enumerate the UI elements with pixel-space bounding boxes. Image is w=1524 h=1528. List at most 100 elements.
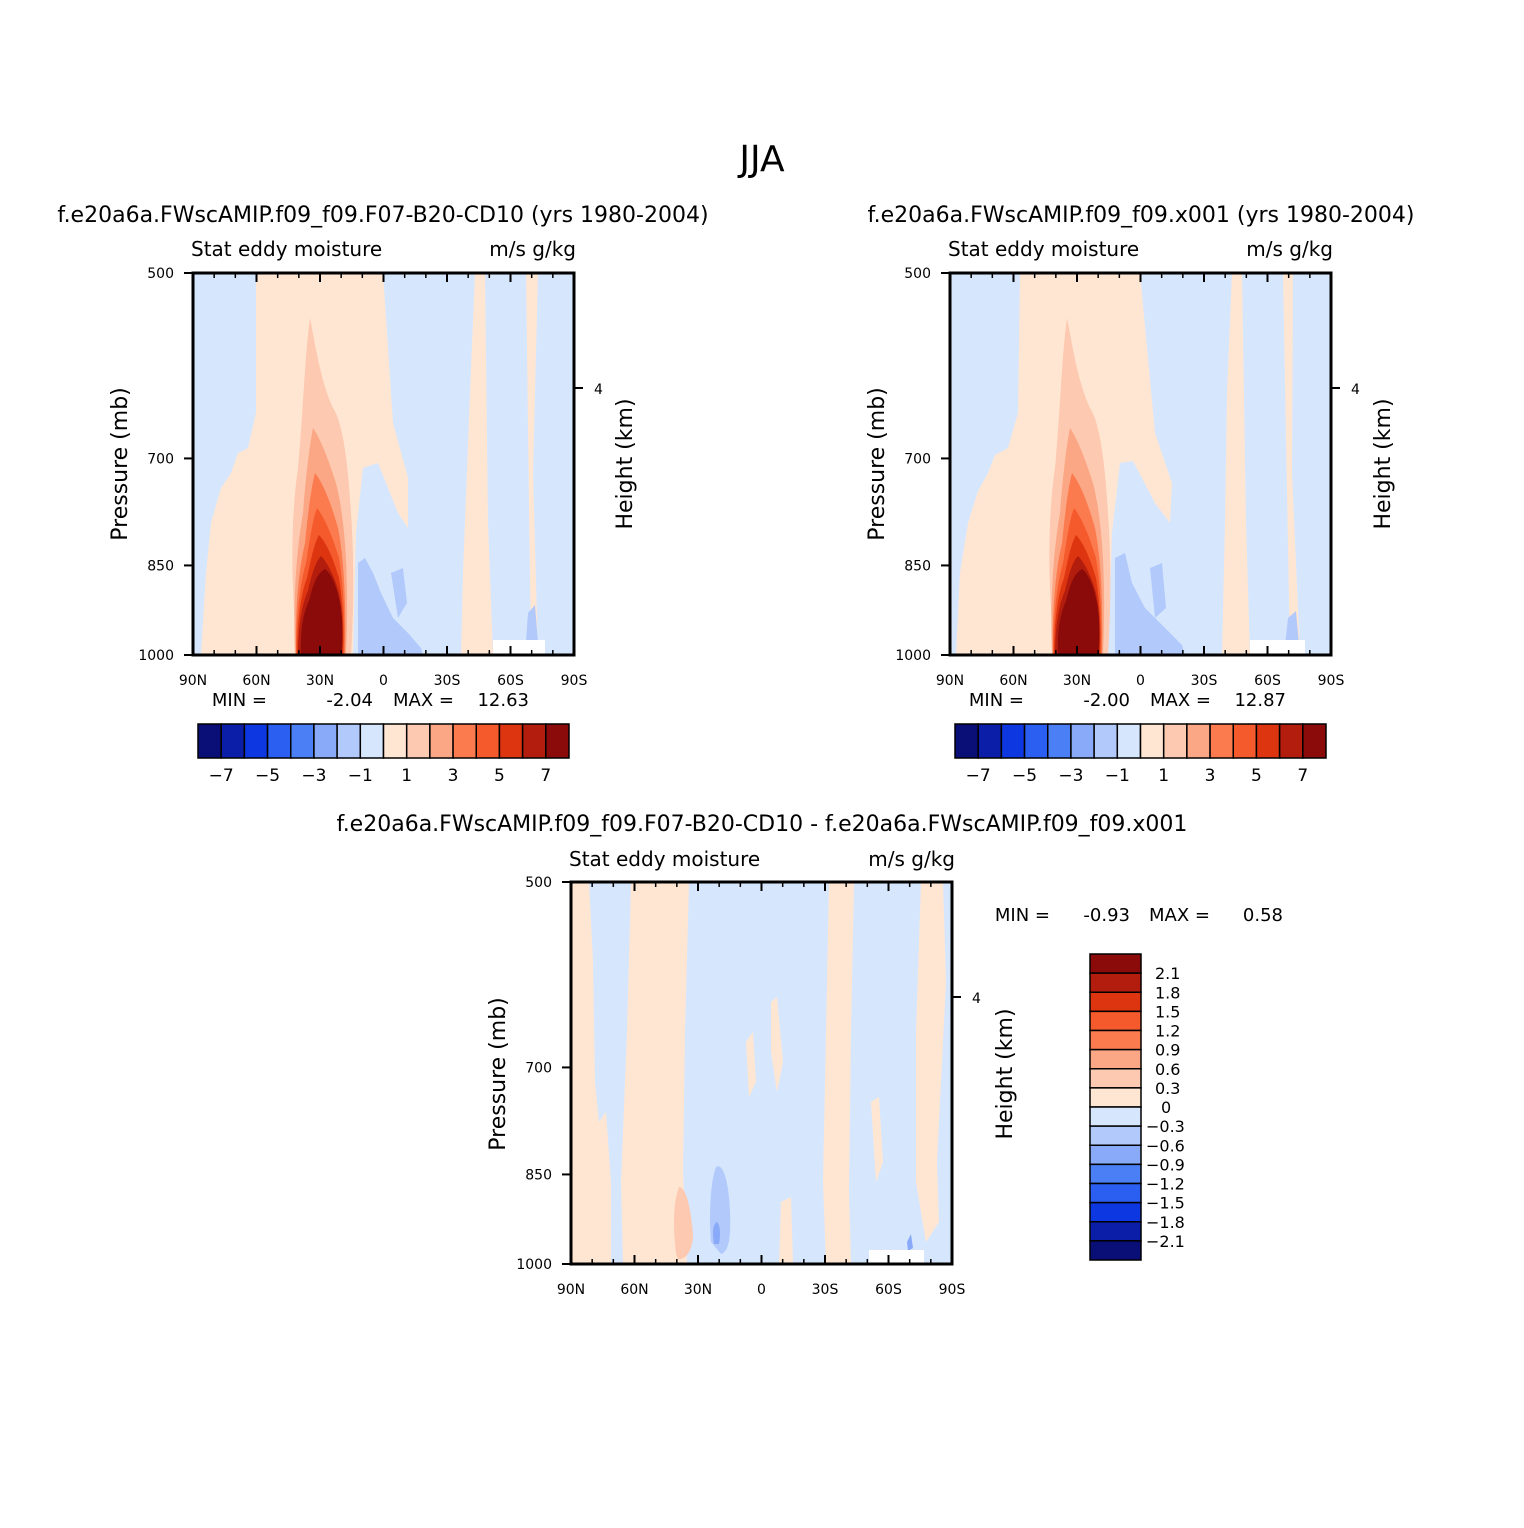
x-tick-label: 90S (939, 1282, 966, 1298)
colorbar-swatch (977, 723, 1003, 759)
colorbar-tick-label: −1.8 (1146, 1213, 1185, 1232)
colorbar-tick-label: 7 (1297, 766, 1308, 786)
panel-left-ylabel-right: Height (km) (613, 398, 638, 529)
colorbar-swatch (429, 723, 454, 759)
contour-neg-region (713, 1222, 721, 1244)
contour-neg-region (353, 273, 475, 655)
contour-pos-region (571, 882, 611, 1264)
colorbar-tick-label: −7 (966, 766, 991, 786)
panel-right-title: f.e20a6a.FWscAMIP.f09_f09.x001 (yrs 1980… (867, 203, 1414, 228)
x-tick-label: 90N (557, 1282, 585, 1298)
colorbar-tick-label: −0.9 (1146, 1155, 1185, 1174)
contour-neg-region (533, 273, 574, 655)
x-tick-label: 30N (306, 673, 334, 689)
panel-right-max-label: MAX = (1150, 690, 1211, 711)
y-tick-label: 500 (904, 266, 931, 282)
panel-left-units: m/s g/kg (489, 237, 576, 261)
panel-diff-axes: 90N 60N 30N 0 30S 60S 90S 500 700 850 1000 4 (516, 875, 981, 1298)
colorbar-tick-label: 2.1 (1155, 964, 1180, 983)
colorbar-tick-label: −2.1 (1146, 1232, 1185, 1251)
colorbar-swatch (197, 723, 222, 759)
colorbar-swatch (1186, 723, 1211, 759)
x-tick-label: 90S (1318, 673, 1345, 689)
colorbar-swatch (1255, 723, 1281, 759)
contour-pos-region (823, 882, 854, 1264)
x-tick-label: 60N (242, 673, 270, 689)
colorbar-swatch (382, 723, 408, 759)
right-tick-label: 4 (594, 382, 603, 398)
colorbar-swatch (1089, 1068, 1142, 1089)
colorbar-tick-label: −3 (301, 766, 326, 786)
panel-left-title: f.e20a6a.FWscAMIP.f09_f09.F07-B20-CD10 (… (57, 203, 708, 228)
colorbar-swatch (1089, 1221, 1142, 1242)
x-tick-label: 60N (999, 673, 1027, 689)
panel-right-min-label: MIN = (969, 690, 1024, 711)
x-tick-label: 60S (875, 1282, 902, 1298)
panel-left-max-value: 12.63 (477, 690, 529, 711)
colorbar-swatch (1023, 723, 1049, 759)
colorbar-swatch (336, 723, 362, 759)
panel-left: f.e20a6a.FWscAMIP.f09_f09.F07-B20-CD10 (… (57, 203, 708, 786)
panel-right-colorbar: −7 −5 −3 −1 1 3 5 7 (954, 723, 1327, 786)
panel-right-ylabel: Pressure (mb) (865, 387, 890, 541)
panel-left-min-value: -2.04 (326, 690, 373, 711)
colorbar-tick-label: 1 (401, 766, 412, 786)
right-tick-label: 4 (972, 991, 981, 1007)
panel-right-ylabel-right: Height (km) (1371, 398, 1396, 529)
panel-diff-max-value: 0.58 (1243, 905, 1283, 926)
panel-diff-variable: Stat eddy moisture (569, 847, 760, 871)
colorbar-swatch (475, 723, 501, 759)
colorbar-tick-label: 5 (494, 766, 505, 786)
colorbar-swatch (1093, 723, 1119, 759)
panel-left-ylabel: Pressure (mb) (108, 387, 133, 541)
contour-neg-region (1292, 273, 1331, 655)
colorbar-tick-label: 1 (1158, 766, 1169, 786)
colorbar-swatch (1089, 1087, 1142, 1108)
contour-neg-region (391, 568, 407, 618)
right-tick-label: 4 (1351, 382, 1360, 398)
panel-right-variable: Stat eddy moisture (948, 237, 1139, 261)
colorbar-swatch (1232, 723, 1258, 759)
x-tick-label: 30S (1191, 673, 1218, 689)
colorbar-tick-label: −1.5 (1146, 1194, 1185, 1213)
y-tick-label: 700 (525, 1060, 552, 1076)
x-tick-label: 0 (757, 1282, 766, 1298)
contour-pos-region (871, 1097, 883, 1182)
y-tick-label: 850 (904, 558, 931, 574)
panel-diff-ylabel-right: Height (km) (993, 1008, 1018, 1139)
y-tick-label: 700 (904, 451, 931, 467)
colorbar-tick-label: −1 (1105, 766, 1130, 786)
panel-diff-ylabel: Pressure (mb) (486, 997, 511, 1151)
x-tick-label: 0 (1136, 673, 1145, 689)
colorbar-swatch (290, 723, 315, 759)
colorbar-tick-label: 1.8 (1155, 983, 1180, 1002)
colorbar-swatch (521, 723, 547, 759)
colorbar-swatch (243, 723, 269, 759)
colorbar-tick-label: 3 (448, 766, 459, 786)
colorbar-tick-label: 0.9 (1155, 1041, 1180, 1060)
panel-left-variable: Stat eddy moisture (191, 237, 382, 261)
colorbar-swatch (1089, 1240, 1142, 1261)
colorbar-swatch (1162, 723, 1188, 759)
colorbar-swatch (1089, 1163, 1142, 1185)
y-tick-label: 1000 (895, 648, 931, 664)
colorbar-tick-label: −5 (255, 766, 280, 786)
x-tick-label: 30S (812, 1282, 839, 1298)
contour-pos-region (771, 997, 783, 1092)
contour-neg-region (950, 273, 1020, 655)
colorbar-swatch (1089, 1029, 1142, 1051)
x-tick-label: 30S (434, 673, 461, 689)
panel-diff: f.e20a6a.FWscAMIP.f09_f09.F07-B20-CD10 -… (337, 812, 1283, 1298)
colorbar-tick-label: 0 (1161, 1098, 1171, 1117)
colorbar-tick-label: 0.3 (1155, 1079, 1180, 1098)
contour-pos-region (300, 569, 343, 655)
x-tick-label: 30N (684, 1282, 712, 1298)
colorbar-swatch (1278, 723, 1304, 759)
colorbar-swatch (1302, 723, 1327, 759)
panel-left-colorbar: −7 −5 −3 −1 1 3 5 7 (197, 723, 570, 786)
panel-left-max-label: MAX = (393, 690, 454, 711)
missing-data-mask (493, 640, 545, 655)
x-tick-label: 30N (1063, 673, 1091, 689)
colorbar-tick-label: 7 (540, 766, 551, 786)
